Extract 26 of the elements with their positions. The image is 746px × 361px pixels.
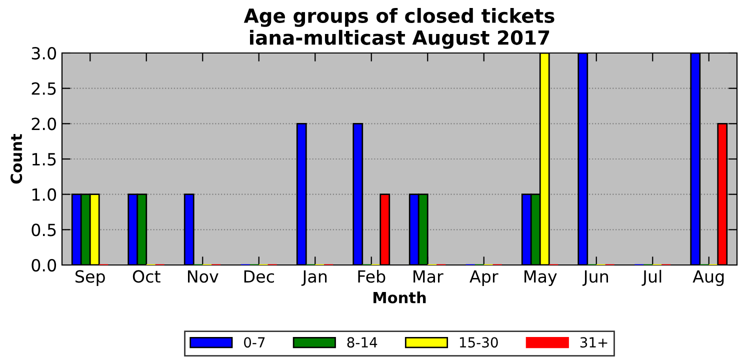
legend-label: 15-30 <box>460 337 498 348</box>
legend-label: 31+ <box>580 337 608 348</box>
x-tick-label: Feb <box>358 270 386 283</box>
x-tick-label: Jun <box>582 270 608 286</box>
y-tick-label: 3.0 <box>32 46 56 60</box>
y-tick-label: 1.0 <box>32 188 56 201</box>
x-tick-label: Aug <box>692 270 724 286</box>
y-axis-title: Count <box>10 134 22 184</box>
y-tick-label: 0.0 <box>32 258 56 272</box>
chart-title: Age groups of closed tickets iana-multicast August 2017 <box>244 8 554 49</box>
legend-label: 8-14 <box>347 337 378 348</box>
x-tick-label: Dec <box>244 270 274 283</box>
x-tick-label: Apr <box>470 270 498 286</box>
x-axis-title: Month <box>374 292 426 304</box>
y-tick-label: 2.0 <box>32 118 56 130</box>
legend-label: 0-7 <box>244 337 265 348</box>
x-tick-label: Jul <box>642 270 662 286</box>
x-tick-label: Sep <box>76 270 105 286</box>
x-tick-label: May <box>524 270 557 286</box>
y-tick-label: 2.5 <box>32 82 56 95</box>
y-tick-label: 1.5 <box>32 153 56 166</box>
x-tick-label: Mar <box>414 270 444 283</box>
y-tick-label: 0.5 <box>32 224 56 236</box>
x-tick-label: Nov <box>188 270 218 283</box>
x-tick-label: Oct <box>132 270 160 283</box>
x-tick-label: Jan <box>301 270 327 286</box>
